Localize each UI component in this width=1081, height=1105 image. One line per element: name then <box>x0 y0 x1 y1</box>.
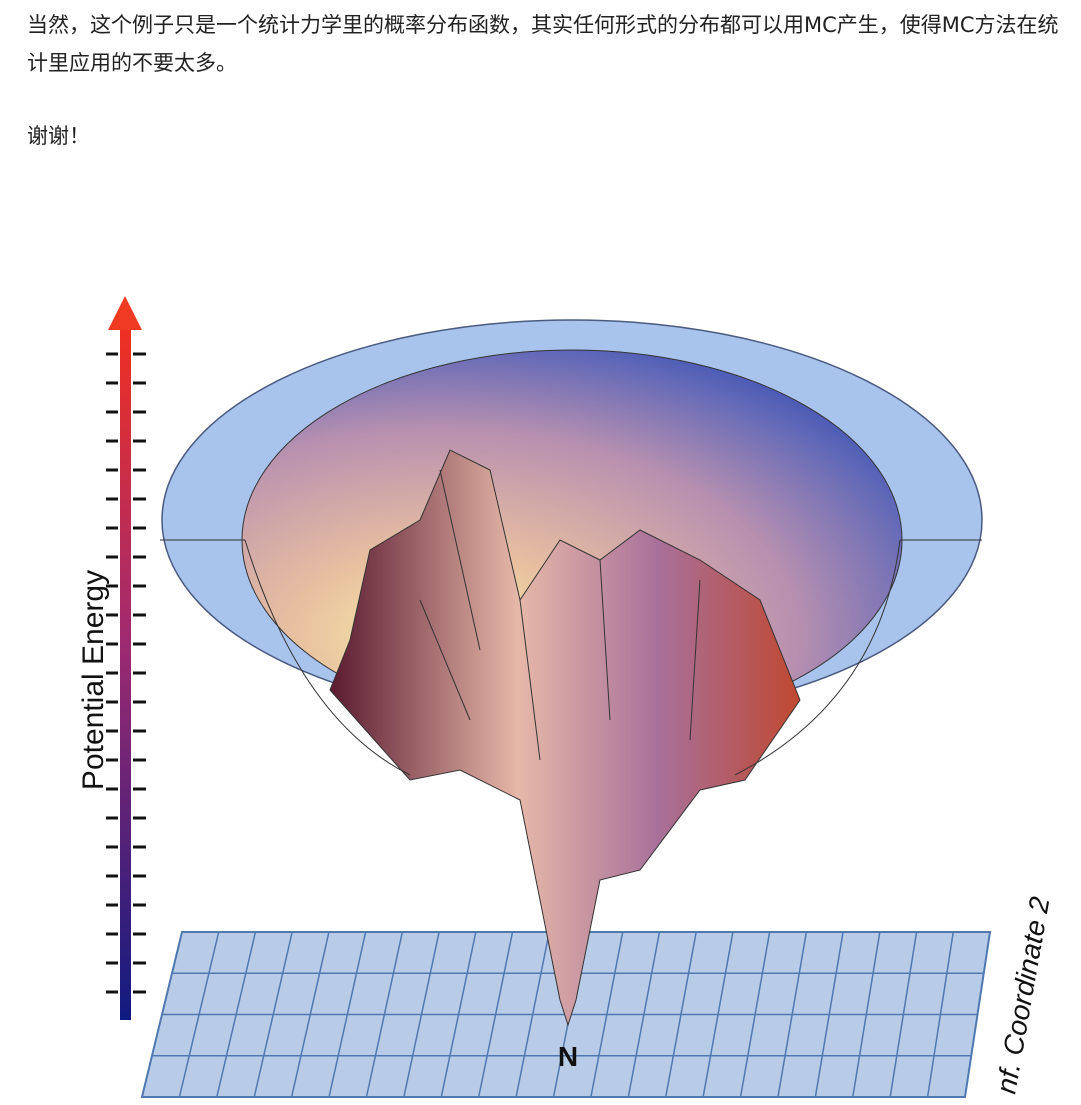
grid-line <box>477 931 514 1098</box>
grid-line <box>889 931 918 1098</box>
paragraph: 当然，这个例子只是一个统计力学里的概率分布函数，其实任何形式的分布都可以用MC产… <box>27 13 1059 75</box>
native-state-label: N <box>558 1041 578 1072</box>
axis-label: Potential Energy <box>77 570 110 790</box>
grid-line <box>178 931 220 1098</box>
grid-line <box>216 931 257 1098</box>
grid-line <box>926 931 955 1098</box>
grid-line <box>328 931 367 1098</box>
grid-line <box>590 931 624 1098</box>
funnel <box>160 319 983 1027</box>
grid-line <box>365 931 404 1098</box>
grid-line <box>253 931 293 1098</box>
energy-axis <box>106 296 146 1020</box>
grid-line <box>777 931 808 1098</box>
grid-line <box>290 931 330 1098</box>
grid-line <box>440 931 477 1098</box>
grid-line <box>627 931 661 1098</box>
grid-line <box>739 931 771 1098</box>
grid-line <box>702 931 734 1098</box>
paragraph: 谢谢！ <box>27 124 90 148</box>
grid-line <box>852 931 881 1098</box>
grid-line <box>515 931 551 1098</box>
grid-line <box>814 931 844 1098</box>
axis-label: nf. Coordinate 2 <box>990 894 1055 1096</box>
grid-line <box>403 931 440 1098</box>
grid-line <box>664 931 697 1098</box>
